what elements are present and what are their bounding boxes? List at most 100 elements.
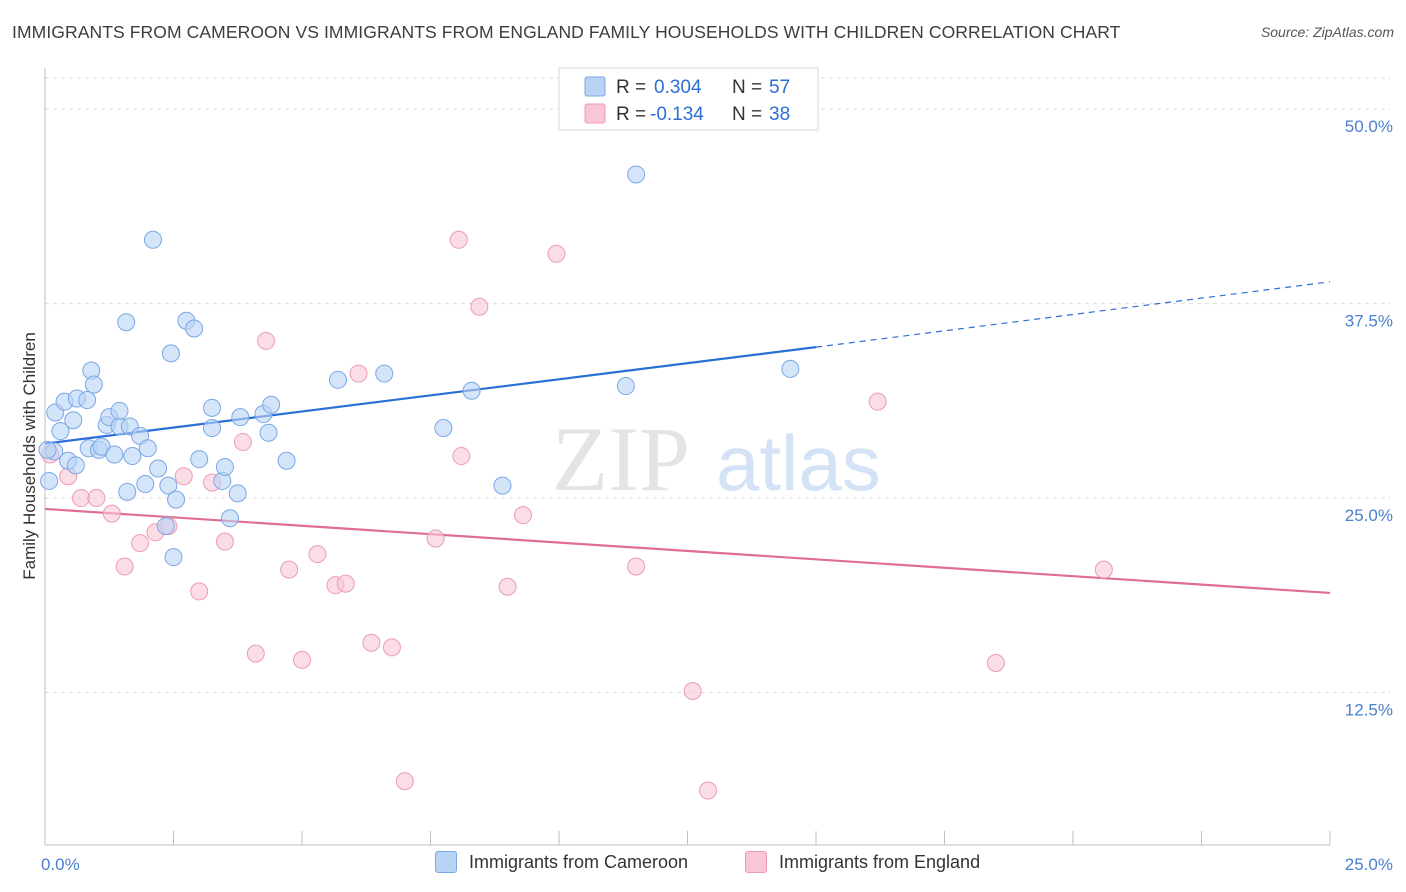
bottom-legend-swatch-england: [745, 851, 767, 873]
y-axis-label: Family Households with Children: [20, 332, 39, 580]
point-cameroon: [277, 451, 296, 470]
point-england: [547, 244, 566, 263]
watermark-zip: ZIP: [552, 408, 690, 510]
point-cameroon: [105, 445, 124, 464]
x-tick-label: 0.0%: [41, 855, 80, 874]
point-cameroon: [231, 408, 250, 427]
point-cameroon: [118, 482, 137, 501]
data-points: [38, 165, 1113, 800]
bottom-legend-item-england: Immigrants from England: [745, 851, 980, 873]
y-tick-label: 50.0%: [1345, 117, 1393, 136]
point-cameroon: [328, 370, 347, 389]
bottom-legend-swatch-cameroon: [435, 851, 457, 873]
point-england: [349, 364, 368, 383]
point-cameroon: [434, 419, 453, 438]
point-england: [470, 297, 489, 316]
point-england: [190, 582, 209, 601]
point-england: [131, 534, 150, 553]
point-england: [174, 467, 193, 486]
point-england: [1094, 560, 1113, 579]
watermark-atlas: atlas: [716, 419, 881, 507]
legend-swatch-england: [584, 103, 606, 124]
legend-r-label-2: R =: [616, 104, 646, 125]
trend-line-england: [44, 507, 1331, 595]
legend-n-value-2: 38: [769, 104, 790, 125]
point-cameroon: [161, 344, 180, 363]
point-england: [426, 529, 445, 548]
y-tick-label: 12.5%: [1345, 701, 1393, 720]
point-cameroon: [149, 459, 168, 478]
point-cameroon: [123, 447, 142, 466]
point-england: [362, 633, 381, 652]
point-cameroon: [156, 517, 175, 536]
legend-box: R = 0.304 N = 57 R = -0.134 N = 38: [558, 67, 819, 131]
point-england: [280, 560, 299, 579]
point-cameroon: [203, 419, 222, 438]
bottom-legend-label-cameroon: Immigrants from Cameroon: [469, 851, 689, 872]
point-england: [382, 638, 401, 657]
point-england: [233, 433, 252, 452]
point-cameroon: [616, 377, 635, 396]
point-cameroon: [110, 401, 129, 420]
y-tick-label: 37.5%: [1345, 312, 1393, 331]
point-cameroon: [781, 359, 800, 378]
point-england: [115, 557, 134, 576]
legend-r-label-1: R =: [616, 77, 646, 98]
bottom-legend: Immigrants from Cameroon Immigrants from…: [0, 851, 1406, 879]
point-cameroon: [221, 509, 240, 528]
point-cameroon: [117, 313, 136, 332]
point-cameroon: [164, 548, 183, 567]
point-england: [683, 681, 702, 700]
bottom-legend-label-england: Immigrants from England: [779, 851, 981, 872]
point-england: [699, 781, 718, 800]
point-cameroon: [462, 381, 481, 400]
point-cameroon: [136, 475, 155, 494]
point-england: [452, 447, 471, 466]
point-cameroon: [627, 165, 646, 184]
source-label: Source: ZipAtlas.com: [1260, 24, 1394, 40]
point-cameroon: [64, 411, 83, 430]
point-england: [308, 545, 327, 564]
point-cameroon: [40, 471, 59, 490]
point-england: [449, 230, 468, 249]
point-cameroon: [493, 476, 512, 495]
point-england: [336, 574, 355, 593]
trend-lines: [44, 281, 1331, 595]
point-cameroon: [167, 490, 186, 509]
trend-line-cameroon: [44, 346, 817, 445]
legend-n-label-2: N =: [732, 104, 762, 125]
bottom-legend-item-cameroon: Immigrants from Cameroon: [435, 851, 688, 873]
legend-swatch-cameroon: [584, 76, 606, 97]
point-cameroon: [66, 456, 85, 475]
point-england: [395, 772, 414, 791]
point-cameroon: [185, 319, 204, 338]
point-cameroon: [159, 476, 178, 495]
point-england: [293, 650, 311, 669]
point-england: [71, 489, 90, 508]
point-cameroon: [78, 391, 97, 410]
point-cameroon: [203, 398, 222, 417]
point-england: [257, 331, 276, 350]
point-england: [498, 577, 517, 596]
point-cameroon: [190, 450, 209, 469]
point-england: [868, 392, 887, 411]
point-england: [246, 644, 265, 663]
x-tick-label: 25.0%: [1345, 855, 1393, 874]
point-england: [627, 557, 646, 576]
legend-r-value-1: 0.304: [654, 77, 702, 98]
point-cameroon: [262, 395, 281, 414]
y-tick-label: 25.0%: [1345, 506, 1393, 525]
point-cameroon: [38, 440, 57, 459]
legend-n-label-1: N =: [732, 77, 762, 98]
point-cameroon: [84, 375, 103, 394]
point-england: [102, 504, 121, 523]
point-cameroon: [228, 484, 247, 503]
tick-labels: 12.5% 25.0% 37.5% 50.0% 0.0% 25.0%: [41, 117, 1393, 874]
point-cameroon: [51, 422, 70, 441]
point-cameroon: [138, 439, 157, 458]
legend-r-value-2: -0.134: [650, 104, 704, 125]
trend-line-cameroon-extension: [815, 281, 1331, 348]
point-cameroon: [215, 457, 234, 476]
point-england: [986, 653, 1005, 672]
